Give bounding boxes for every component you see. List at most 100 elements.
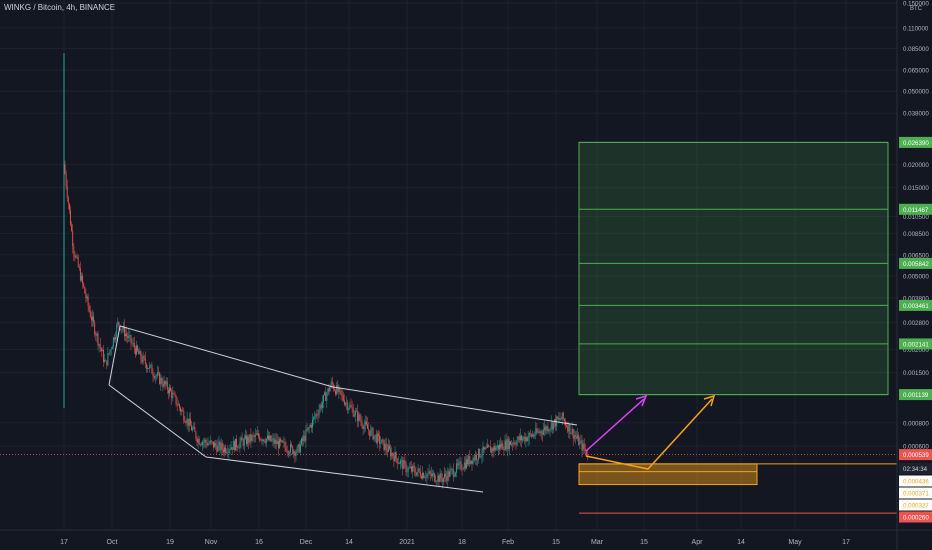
candle-body [405,462,407,473]
candle-body [196,438,198,443]
candle-body [258,433,260,437]
y-tick-label: 0.065000 [903,68,929,75]
candle-body [326,393,328,401]
candle-body [145,363,147,369]
candle-body [192,428,194,431]
candle-body [121,328,123,330]
candle-body [65,173,67,186]
candle-body [560,419,562,420]
candle-body [499,444,500,450]
candle-body [541,433,543,435]
candle-body [173,393,175,394]
candle-body [184,420,186,423]
candle-body [325,392,327,401]
candle-body [246,435,247,445]
candle-body [228,449,230,453]
candle-body [505,440,507,450]
candle-body [162,384,164,387]
candle-body [73,246,75,255]
candle-body [320,404,322,408]
candle-body [480,456,482,458]
candle-body [411,466,412,472]
candle-body [485,447,487,449]
candle-body [88,306,90,311]
candle-body [500,444,502,448]
candle-body [231,447,233,450]
candle-body [518,436,520,441]
candle-body [455,472,456,476]
x-tick-label: 2021 [399,539,415,546]
candle-body [428,471,430,474]
candle-body [385,443,387,450]
candle-body [539,431,541,433]
x-tick-label: Oct [107,539,118,546]
candle-body [210,440,212,442]
candle-body [81,275,82,281]
candle-body [293,451,295,454]
y-tick-label: 0.002000 [903,347,929,354]
candle-body [286,451,288,453]
candle-body [448,471,450,477]
candle-body [473,457,475,461]
candle-body [396,458,398,464]
projection-arrow-dip-rally [585,398,713,470]
countdown-badge [899,463,932,474]
candle-body [207,443,209,446]
candle-body [478,448,480,460]
candle-body [165,381,167,385]
candle-body [345,403,346,405]
candle-body [527,437,529,442]
candle-body [241,437,243,441]
candle-body [126,333,128,336]
candle-body [155,375,157,377]
candle-body [540,431,542,434]
candle-body [497,445,499,450]
candle-body [383,439,385,451]
candle-body [297,444,299,448]
candle-body [250,434,252,441]
price-badge [899,499,932,511]
candle-body [364,421,366,426]
wedge-trendline [108,384,207,458]
candle-body [513,442,515,445]
candle-body [577,435,579,439]
candle-body [529,433,531,435]
candle-body [449,470,451,477]
candle-body [545,426,547,431]
candle-body [279,438,280,449]
candle-body [440,473,442,479]
candle-body [224,447,225,453]
y-tick-label: 0.020000 [903,162,929,169]
candle-body [435,481,437,482]
candle-body [567,426,569,432]
candle-body [373,435,375,440]
candle-body [276,441,278,445]
y-tick-label: 0.050000 [903,89,929,96]
candle-body [175,395,177,405]
candle-body [166,381,168,390]
candle-body [282,440,284,443]
price-badge [899,449,932,461]
candle-body [463,462,465,469]
price-badge [899,299,932,311]
candle-body [472,457,474,464]
candle-body [321,402,323,408]
x-tick-label: 18 [458,539,466,546]
candle-body [412,466,414,472]
candle-body [229,449,231,450]
candle-body [486,445,488,448]
candle-body [154,375,156,379]
candle-body [585,450,587,456]
candle-body [292,446,294,454]
candle-body [358,414,360,422]
candle-body [90,317,92,321]
candle-body [99,344,101,348]
candle-body [240,437,242,443]
candle-body [347,402,349,410]
candle-body [78,266,80,269]
candle-body [98,344,100,346]
candle-body [140,351,142,360]
candle-body [120,328,122,330]
